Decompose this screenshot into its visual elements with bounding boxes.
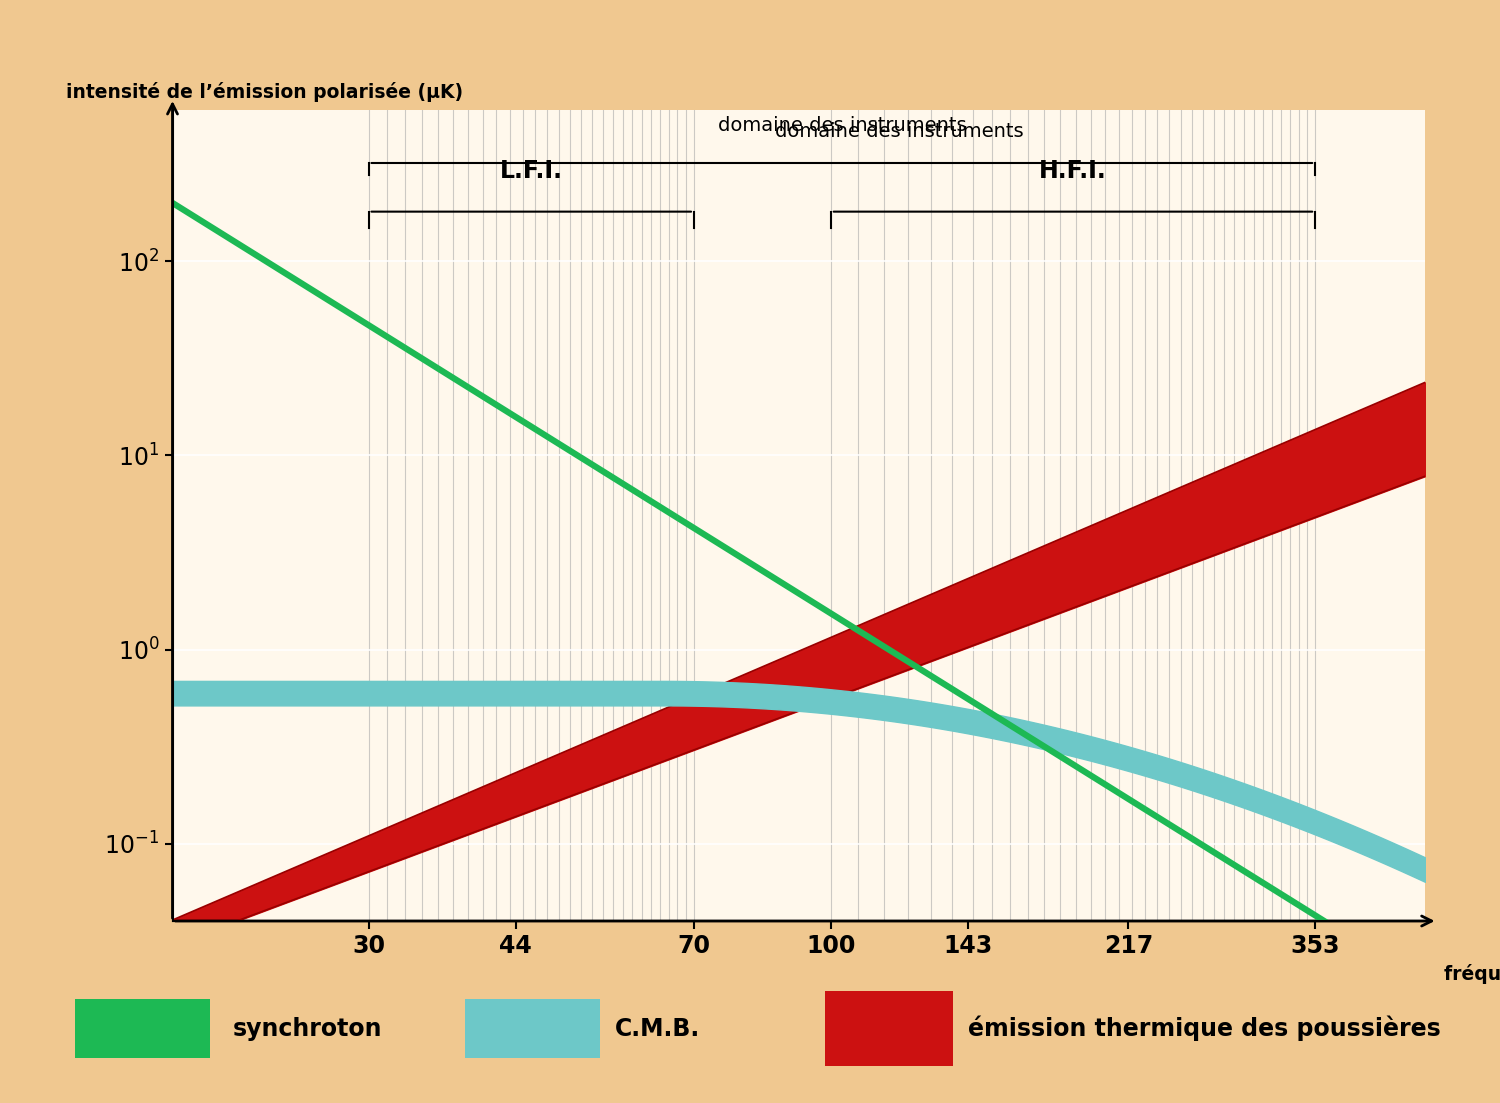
Bar bbox=[75, 999, 210, 1059]
Text: domaine des instruments: domaine des instruments bbox=[774, 122, 1023, 141]
Text: émission thermique des poussières: émission thermique des poussières bbox=[968, 1016, 1440, 1041]
Bar bbox=[465, 999, 600, 1059]
Text: L.F.I.: L.F.I. bbox=[500, 159, 562, 183]
Text: domaine des instruments: domaine des instruments bbox=[717, 116, 966, 135]
Text: synchroton: synchroton bbox=[232, 1017, 382, 1040]
Bar bbox=[825, 992, 952, 1065]
Text: fréquence (GHz): fréquence (GHz) bbox=[1444, 964, 1500, 984]
Text: H.F.I.: H.F.I. bbox=[1040, 159, 1107, 183]
Text: intensité de l’émission polarisée (μK): intensité de l’émission polarisée (μK) bbox=[66, 83, 464, 103]
Text: C.M.B.: C.M.B. bbox=[615, 1017, 701, 1040]
